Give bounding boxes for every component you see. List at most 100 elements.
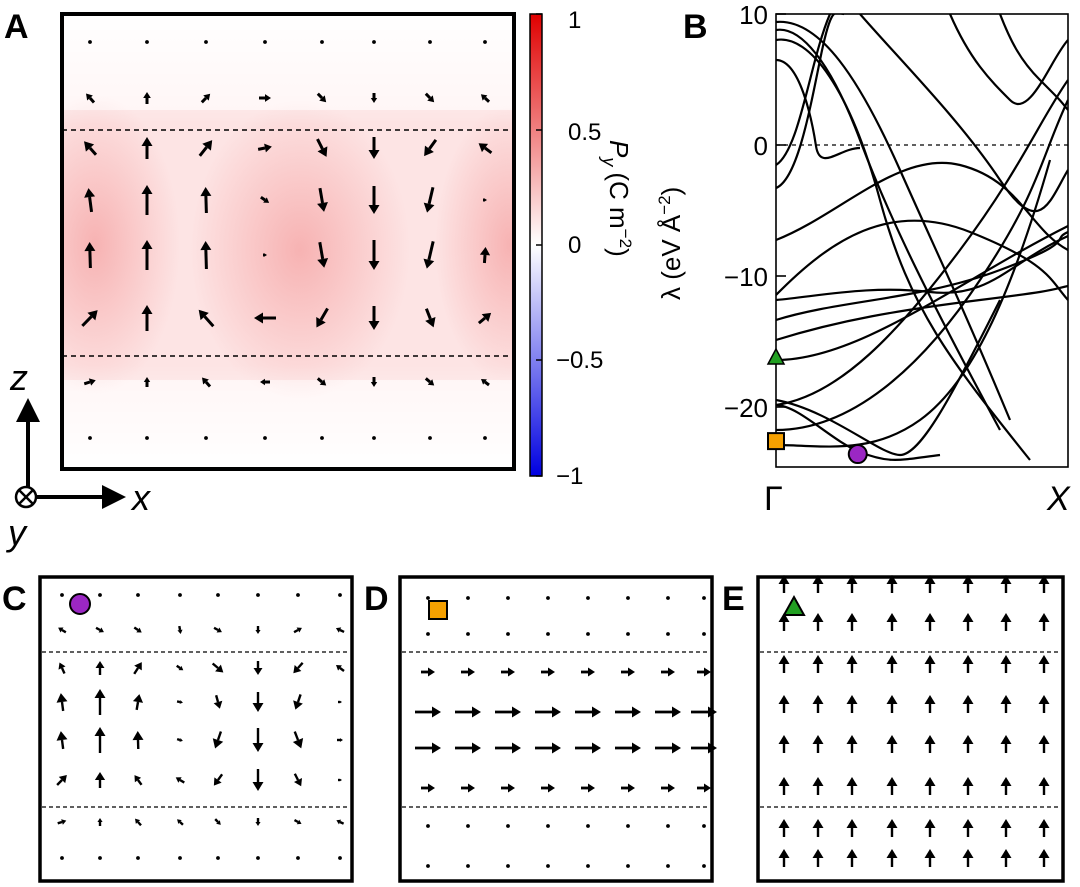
arrow-c-r5-c6 xyxy=(293,773,302,787)
panel-label-c: C xyxy=(2,580,27,618)
colorbar-label: Py (C m−2) xyxy=(599,140,635,257)
arrow-d-r0-c2-dot xyxy=(506,596,510,600)
arrow-d-r4-c3 xyxy=(535,742,561,754)
arrow-a-r6-c7 xyxy=(480,379,490,387)
y-axis-label-main: λ (eV Å xyxy=(656,214,686,300)
arrow-a-r1-c5 xyxy=(370,93,378,103)
arrow-d-r2-c3 xyxy=(541,667,555,677)
panel-a xyxy=(60,12,516,471)
arrow-d-r7-c0-dot xyxy=(426,864,430,868)
arrow-a-r0-c6-dot xyxy=(428,40,432,44)
band-line-16 xyxy=(776,299,1001,457)
band-line-3 xyxy=(776,38,1031,461)
mode-arrows-e xyxy=(778,575,1050,867)
polarization-arrows-a xyxy=(81,40,493,440)
arrow-c-r1-c0 xyxy=(58,627,67,634)
arrow-e-r6-c7 xyxy=(1038,819,1050,837)
arrow-a-r3-c0 xyxy=(84,188,96,213)
arrow-c-r6-c7 xyxy=(336,819,345,825)
arrow-c-r3-c3 xyxy=(176,700,183,704)
arrow-d-r7-c6-dot xyxy=(666,864,670,868)
y-axis-label: λ (eV Å−2) xyxy=(655,187,686,300)
arrow-c-r2-c6 xyxy=(293,661,304,674)
arrow-d-r1-c1-dot xyxy=(466,632,470,636)
arrow-c-r4-c1 xyxy=(94,727,106,753)
arrow-e-r1-c0 xyxy=(778,613,790,631)
colorbar-label-exp: −2 xyxy=(616,229,635,248)
arrow-d-r1-c0-dot xyxy=(426,632,430,636)
arrow-e-r6-c0 xyxy=(778,819,790,837)
y-tick-0: 0 xyxy=(754,131,768,161)
arrow-c-r1-c5 xyxy=(255,626,261,634)
arrow-e-r2-c3 xyxy=(886,655,898,673)
band-marker-triangle xyxy=(766,347,786,365)
arrow-a-r7-c6-dot xyxy=(428,436,432,440)
arrow-c-r6-c5 xyxy=(255,818,261,826)
colorbar-tick-neg-1: −1 xyxy=(556,463,583,490)
arrow-d-r6-c5-dot xyxy=(626,824,630,828)
arrow-c-r3-c0 xyxy=(56,693,68,712)
arrow-d-r4-c6 xyxy=(655,742,681,754)
arrow-a-r7-c3-dot xyxy=(263,436,267,440)
arrow-e-r1-c6 xyxy=(1000,613,1012,631)
axes-indicator: z x y xyxy=(5,357,152,553)
arrow-c-r3-c1 xyxy=(94,689,106,715)
arrow-c-r0-c2-dot xyxy=(136,593,140,597)
arrow-c-r7-c5-dot xyxy=(256,856,260,860)
y-tick-10: 10 xyxy=(739,0,768,30)
arrow-d-r0-c1-dot xyxy=(466,596,470,600)
arrow-c-r1-c1 xyxy=(95,626,104,633)
arrow-d-r0-c0-dot xyxy=(426,596,430,600)
arrow-d-r2-c5 xyxy=(621,667,635,677)
band-line-12 xyxy=(776,225,1068,362)
arrow-a-r4-c4 xyxy=(317,241,329,268)
arrow-c-r5-c5 xyxy=(252,769,264,791)
arrow-d-r0-c7-dot xyxy=(702,596,706,600)
arrow-d-r1-c3-dot xyxy=(546,632,550,636)
arrow-d-r5-c1 xyxy=(461,783,475,793)
arrow-e-r0-c5 xyxy=(962,575,974,593)
arrow-c-r2-c7 xyxy=(335,665,345,672)
colorbar-label-p: P xyxy=(604,140,634,158)
arrow-e-r7-c3 xyxy=(886,849,898,867)
band-line-6 xyxy=(776,14,844,190)
band-lines xyxy=(776,14,1068,461)
arrow-a-r0-c4-dot xyxy=(320,40,324,44)
arrow-c-r7-c1-dot xyxy=(98,856,102,860)
arrow-e-r3-c6 xyxy=(1000,695,1012,713)
band-line-7 xyxy=(776,161,1068,251)
band-line-8 xyxy=(776,219,1068,301)
arrow-d-r2-c4 xyxy=(581,667,595,677)
y-axis-label-exp: −2 xyxy=(655,195,674,214)
arrow-c-r7-c2-dot xyxy=(136,856,140,860)
arrow-c-r4-c6 xyxy=(292,731,304,749)
arrow-e-r7-c6 xyxy=(1000,849,1012,867)
arrow-c-r2-c2 xyxy=(133,662,142,675)
arrow-d-r0-c6-dot xyxy=(666,596,670,600)
arrow-c-r3-c6 xyxy=(293,694,303,710)
arrow-c-r1-c2 xyxy=(133,626,142,633)
arrow-d-r1-c5-dot xyxy=(626,632,630,636)
band-line-19 xyxy=(998,14,1068,111)
arrow-d-r1-c4-dot xyxy=(586,632,590,636)
y-tick-neg-10: −10 xyxy=(724,262,768,292)
arrow-c-r0-c1-dot xyxy=(98,593,102,597)
arrow-d-r3-c0 xyxy=(415,706,441,718)
arrow-c-r0-c0-dot xyxy=(60,593,64,597)
band-markers xyxy=(766,347,868,465)
arrow-c-r0-c7-dot xyxy=(338,593,342,597)
mode-arrows-c xyxy=(56,593,345,860)
arrow-c-r7-c4-dot xyxy=(216,856,220,860)
x-tick-x: X xyxy=(1046,480,1071,518)
arrow-a-r5-c0 xyxy=(81,310,98,327)
arrow-d-r2-c6 xyxy=(661,667,675,677)
arrow-c-r0-c6-dot xyxy=(296,593,300,597)
arrow-c-r6-c0 xyxy=(57,819,67,825)
arrow-a-r2-c4 xyxy=(316,138,328,157)
arrow-e-r3-c5 xyxy=(962,695,974,713)
arrow-e-r3-c7 xyxy=(1038,695,1050,713)
arrow-c-r2-c4 xyxy=(211,662,224,673)
arrow-d-r2-c1 xyxy=(461,667,475,677)
arrow-c-r7-c7-dot xyxy=(338,856,342,860)
